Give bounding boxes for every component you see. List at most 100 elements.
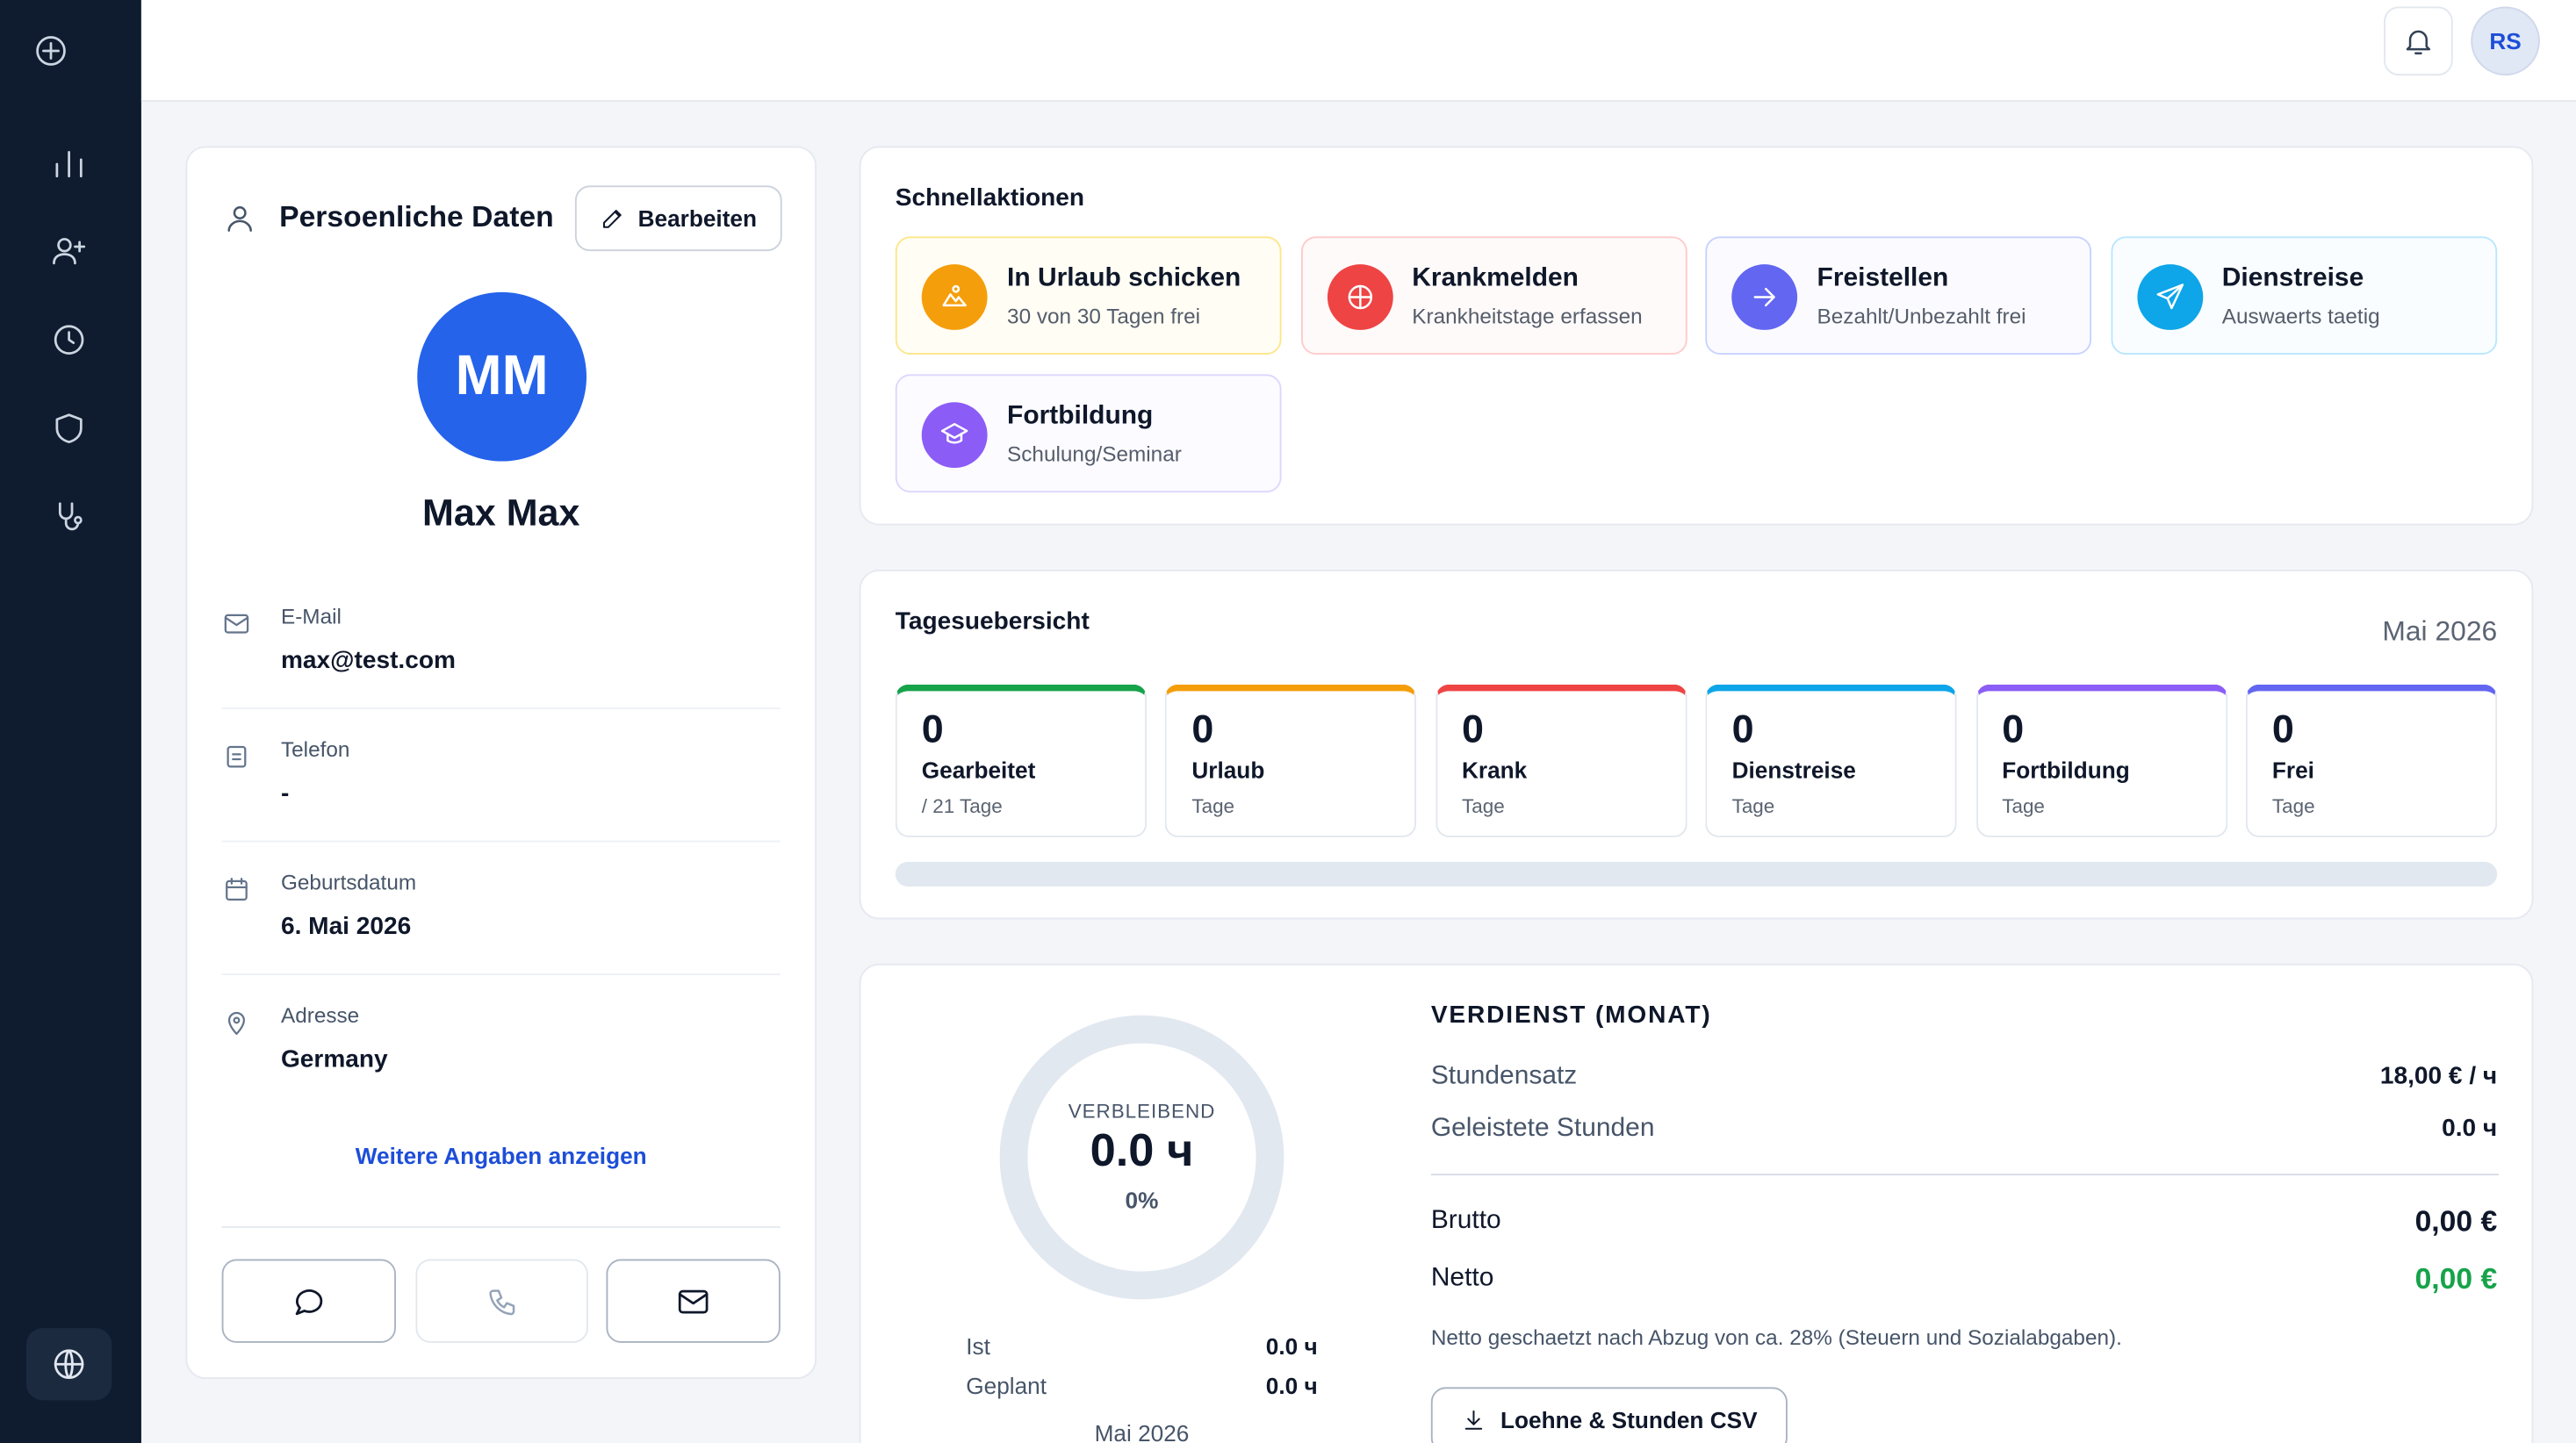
csv-button[interactable]: Loehne & Stunden CSV (1430, 1387, 1788, 1443)
stat-tile: 0 Gearbeitet / 21 Tage (895, 684, 1148, 837)
earnings-value: 18,00 € / ч (2379, 1062, 2498, 1090)
field-label: Geburtsdatum (280, 870, 417, 895)
summary-value: 0.0 ч (1265, 1372, 1318, 1399)
globe-icon (54, 1349, 84, 1380)
earnings-title: VERDIENST (MONAT) (1430, 1001, 1712, 1030)
field-value: Germany (280, 1045, 388, 1074)
stat-tile: 0 Fortbildung Tage (1975, 684, 2227, 837)
quick-action-icon (921, 264, 988, 330)
field-icon (222, 609, 252, 639)
user-icon (227, 206, 252, 233)
day-overview-month: Mai 2026 (2382, 615, 2498, 647)
quick-action[interactable]: Krankmelden Krankheitstage erfassen (1300, 236, 1687, 355)
stat-sub: Tage (2271, 794, 2315, 818)
quick-action[interactable]: Freistellen Bezahlt/Unbezahlt frei (1705, 236, 2092, 355)
stat-value: 0 (1731, 707, 1754, 752)
progress-bar (895, 861, 2498, 887)
topbar: RS (140, 0, 2576, 102)
stat-sub: / 21 Tage (921, 794, 1003, 818)
stat-sub: Tage (2002, 794, 2045, 818)
icon (2155, 284, 2184, 310)
ring-label: VERBLEIBEND (1068, 1100, 1216, 1124)
quick-action[interactable]: In Urlaub schicken 30 von 30 Tagen frei (895, 236, 1282, 355)
field-label: E-Mail (280, 604, 342, 629)
quick-action-title: Freistellen (1817, 264, 1949, 292)
quick-action-title: Krankmelden (1412, 264, 1579, 292)
field-icon-svg (227, 745, 247, 768)
field-label: Adresse (280, 1002, 360, 1028)
quick-action-subtitle: Schulung/Seminar (1007, 442, 1182, 467)
nav-shield[interactable] (51, 411, 87, 447)
field-icon (222, 742, 252, 772)
mail-button[interactable] (606, 1259, 781, 1343)
stat-sub: Tage (1461, 794, 1505, 818)
sidebar (0, 0, 141, 1443)
stat-value: 0 (1461, 707, 1484, 752)
logo[interactable] (32, 32, 68, 68)
day-overview-card: Tagesuebersicht Mai 2026 0 Gearbeitet / 21… (859, 569, 2534, 920)
earnings-card: VERBLEIBEND 0.0 ч 0% Mai 2026 VERDIENST … (859, 963, 2534, 1443)
quick-action-title: Fortbildung (1007, 402, 1154, 431)
nav-stats[interactable] (51, 146, 87, 182)
stat-label: Fortbildung (2002, 757, 2130, 784)
edit-icon (603, 210, 622, 228)
call-button[interactable] (415, 1259, 588, 1343)
chat-icon (295, 1289, 323, 1315)
stat-value: 0 (1191, 707, 1214, 752)
icon (942, 284, 967, 307)
stat-label: Frei (2271, 757, 2314, 784)
profile-title: Persoenliche Daten (279, 200, 554, 233)
download-icon (1465, 1410, 1483, 1430)
stat-tile: 0 Dienstreise Tage (1705, 684, 1957, 837)
profile-card: Persoenliche Daten Bearbeiten MM Max Max… (185, 146, 817, 1380)
field-value: - (280, 779, 290, 808)
stat-tile: 0 Krank Tage (1436, 684, 1687, 837)
field-value: max@test.com (280, 646, 456, 675)
field-icon (222, 875, 252, 905)
quick-action-icon (921, 402, 988, 469)
profile-name: Max Max (422, 491, 580, 534)
day-overview-title: Tagesuebersicht (895, 607, 1090, 635)
quick-action-title: Dienstreise (2221, 264, 2364, 292)
field-icon-svg (227, 1011, 245, 1035)
nav-users[interactable] (51, 233, 87, 269)
more-link[interactable]: Weitere Angaben anzeigen (355, 1142, 647, 1169)
divider (221, 1226, 781, 1228)
nav-time[interactable] (51, 322, 87, 358)
field-label: Telefon (280, 736, 350, 762)
divider (221, 840, 781, 843)
language-button[interactable] (25, 1328, 112, 1401)
stat-label: Dienstreise (1731, 757, 1856, 784)
summary-label: Ist (966, 1332, 990, 1360)
total-label: Netto (1430, 1264, 1494, 1292)
icon (1347, 284, 1372, 310)
quick-action-subtitle: Krankheitstage erfassen (1412, 304, 1643, 329)
edit-button[interactable]: Bearbeiten (574, 185, 782, 252)
stat-value: 0 (921, 707, 944, 752)
total-label: Brutto (1430, 1206, 1501, 1235)
total-value: 0,00 € (2414, 1262, 2498, 1296)
icon (940, 422, 968, 444)
stat-label: Urlaub (1191, 757, 1265, 784)
remaining-ring (999, 1015, 1284, 1300)
user-avatar[interactable]: RS (2471, 6, 2540, 76)
phone-icon (488, 1289, 514, 1315)
quick-action[interactable]: Dienstreise Auswaerts taetig (2110, 236, 2497, 355)
field-icon-svg (224, 614, 249, 634)
summary-label: Geplant (966, 1372, 1047, 1399)
quick-action-icon (2136, 264, 2203, 330)
quick-action[interactable]: Fortbildung Schulung/Seminar (895, 374, 1282, 493)
chat-button[interactable] (221, 1259, 396, 1343)
bell-icon (2406, 30, 2431, 55)
quick-action-subtitle: 30 von 30 Tagen frei (1007, 304, 1201, 329)
field-icon (222, 1008, 252, 1037)
divider (221, 707, 781, 709)
icon (1753, 287, 1775, 307)
total-value: 0,00 € (2414, 1204, 2498, 1238)
notifications[interactable] (2384, 6, 2453, 76)
net-note: Netto geschaetzt nach Abzug von ca. 28% … (1430, 1325, 2122, 1350)
nav-health[interactable] (51, 499, 87, 535)
quick-action-subtitle: Auswaerts taetig (2221, 304, 2380, 329)
profile-avatar: MM (417, 291, 587, 462)
